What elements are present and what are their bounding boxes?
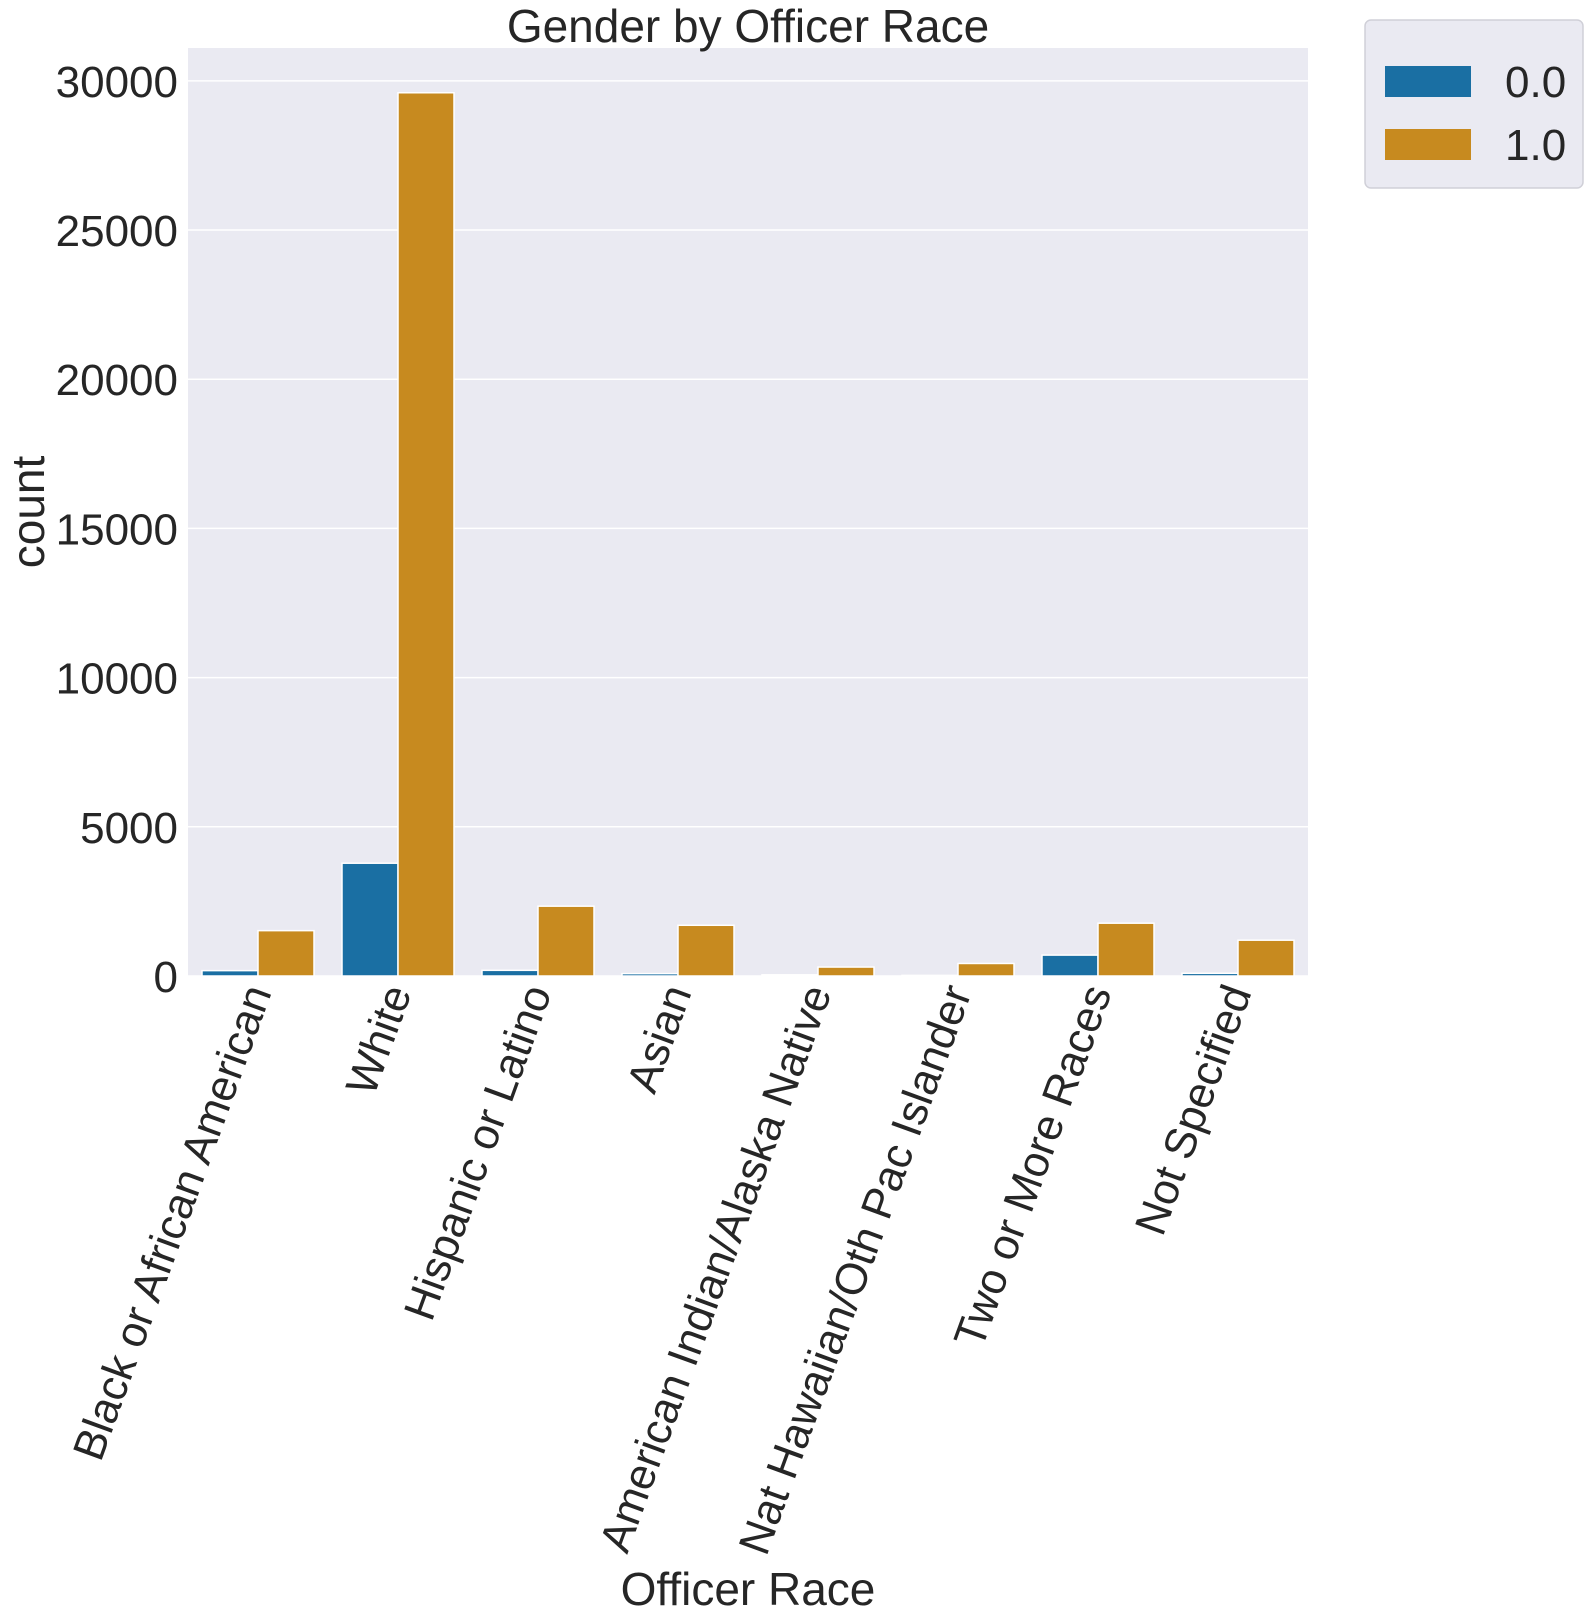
bar-series-1-0 xyxy=(257,929,315,977)
bar-series-0-2 xyxy=(481,969,539,977)
bar-series-1-7 xyxy=(1237,939,1295,977)
y-tick-label: 15000 xyxy=(56,505,178,554)
y-tick-label: 30000 xyxy=(56,58,178,107)
y-tick-label: 5000 xyxy=(80,804,178,853)
y-tick-label: 20000 xyxy=(56,356,178,405)
x-tick-label: Black or African American xyxy=(64,979,282,1467)
bar-series-0-6 xyxy=(1041,954,1099,977)
plot-background xyxy=(188,48,1308,976)
y-tick-label: 25000 xyxy=(56,207,178,256)
legend: 0.0 1.0 xyxy=(1364,19,1584,189)
x-tick-label: Asian xyxy=(618,979,702,1099)
bar-series-0-3 xyxy=(621,972,679,977)
bar-series-0-7 xyxy=(1181,972,1239,977)
bars xyxy=(201,92,1295,977)
bar-series-1-3 xyxy=(677,924,735,977)
bar-series-1-5 xyxy=(957,962,1015,977)
bar-series-0-4 xyxy=(761,974,819,977)
bar-series-1-4 xyxy=(817,966,875,977)
x-tick-label: Hispanic or Latino xyxy=(395,979,562,1327)
y-tick-label: 10000 xyxy=(56,655,178,704)
chart-title: Gender by Officer Race xyxy=(507,0,989,52)
legend-swatch-1 xyxy=(1385,129,1471,160)
gridlines xyxy=(188,80,1308,977)
y-axis-label: count xyxy=(2,456,54,569)
x-axis-label: Officer Race xyxy=(621,1563,876,1615)
bar-series-0-5 xyxy=(901,974,959,977)
x-tick-label: Not Specified xyxy=(1126,979,1262,1242)
bar-series-1-6 xyxy=(1097,922,1155,977)
bar-series-0-0 xyxy=(201,969,259,977)
legend-swatch-0 xyxy=(1385,66,1471,97)
bar-series-1-1 xyxy=(397,92,455,977)
legend-label-1: 1.0 xyxy=(1505,121,1566,170)
x-tick-label: Two or More Races xyxy=(945,979,1122,1354)
y-tick-label: 0 xyxy=(154,953,178,1002)
y-tick-labels: 0 5000 10000 15000 20000 25000 30000 xyxy=(56,58,178,1002)
legend-label-0: 0.0 xyxy=(1505,58,1566,107)
bar-series-0-1 xyxy=(341,862,399,977)
bar-series-1-2 xyxy=(537,905,595,977)
x-tick-label: White xyxy=(337,979,422,1101)
